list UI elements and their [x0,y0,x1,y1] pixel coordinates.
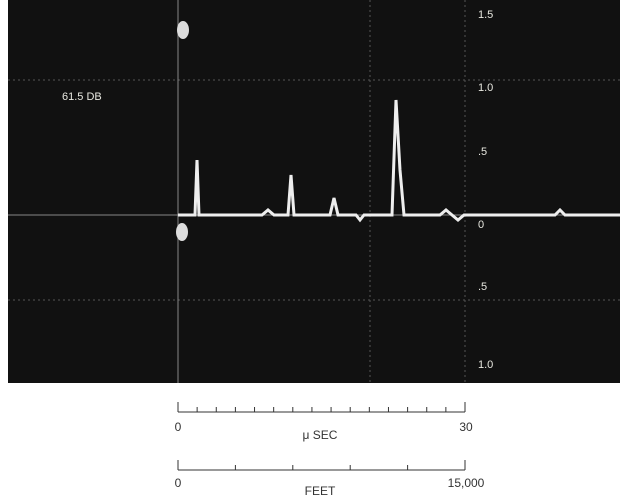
scale-unit: μ SEC [303,428,338,442]
amplitude-label: .5 [478,281,487,293]
amplitude-label: 0 [478,219,484,231]
scope-screen [8,0,620,383]
db-label: 61.5 DB [62,91,102,103]
amplitude-label: 1.0 [478,82,493,94]
scale-bars [178,411,465,471]
amplitude-label: .5 [478,146,487,158]
scale-start: 0 [175,420,182,434]
scale-end: 30 [459,420,473,434]
scale-ticks [177,402,466,470]
amplitude-label: 1.5 [478,9,493,21]
scale-unit: FEET [305,484,336,497]
amplitude-labels: 1.5 1.0 .5 0 .5 1.0 [478,9,493,371]
trace-spot [177,21,189,39]
graticule [8,0,620,383]
scale-end: 15,000 [448,476,485,490]
scale-start: 0 [175,476,182,490]
scale-labels: 0 μ SEC 30 0 FEET 15,000 [175,420,485,497]
amplitude-label: 1.0 [478,359,493,371]
trace [178,99,620,223]
trace-spot [176,223,188,241]
